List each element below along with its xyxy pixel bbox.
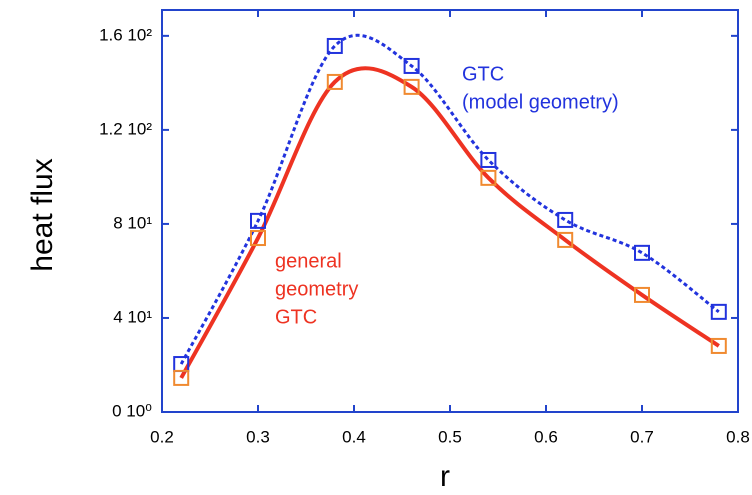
data-marker <box>173 369 190 386</box>
series-line <box>179 66 720 379</box>
data-marker <box>710 303 727 320</box>
data-marker <box>326 37 343 54</box>
x-tick-label: 0.2 <box>150 427 174 446</box>
y-axis-label: heat flux <box>26 158 59 271</box>
plot-frame <box>161 9 739 413</box>
annotation: GTC <box>462 63 504 85</box>
annotation: GTC <box>275 306 317 328</box>
data-marker <box>557 211 574 228</box>
x-tick-label: 0.7 <box>630 427 654 446</box>
y-tick-label: 8 10¹ <box>113 213 152 232</box>
data-marker <box>480 169 497 186</box>
x-tick-label: 0.8 <box>726 427 750 446</box>
annotation: general <box>275 250 342 272</box>
data-marker <box>403 57 420 74</box>
y-tick-label: 0 10⁰ <box>112 401 152 420</box>
x-tick-label: 0.5 <box>438 427 462 446</box>
annotation: geometry <box>275 278 358 300</box>
y-tick-label: 1.6 10² <box>99 25 152 44</box>
data-marker <box>634 286 650 303</box>
data-marker <box>634 244 650 261</box>
data-marker <box>326 73 343 90</box>
data-marker <box>710 337 727 354</box>
x-axis-label: r <box>440 460 450 493</box>
annotation: (model geometry) <box>462 91 619 113</box>
data-marker <box>250 212 266 229</box>
data-marker <box>480 151 497 168</box>
x-tick-label: 0.4 <box>342 427 366 446</box>
x-tick-label: 0.6 <box>534 427 558 446</box>
y-tick-label: 4 10¹ <box>113 307 152 326</box>
series-line <box>179 33 720 365</box>
x-tick-label: 0.3 <box>246 427 270 446</box>
data-marker <box>403 78 420 95</box>
data-marker <box>250 230 266 247</box>
data-marker <box>557 231 574 248</box>
y-tick-label: 1.2 10² <box>99 119 152 138</box>
